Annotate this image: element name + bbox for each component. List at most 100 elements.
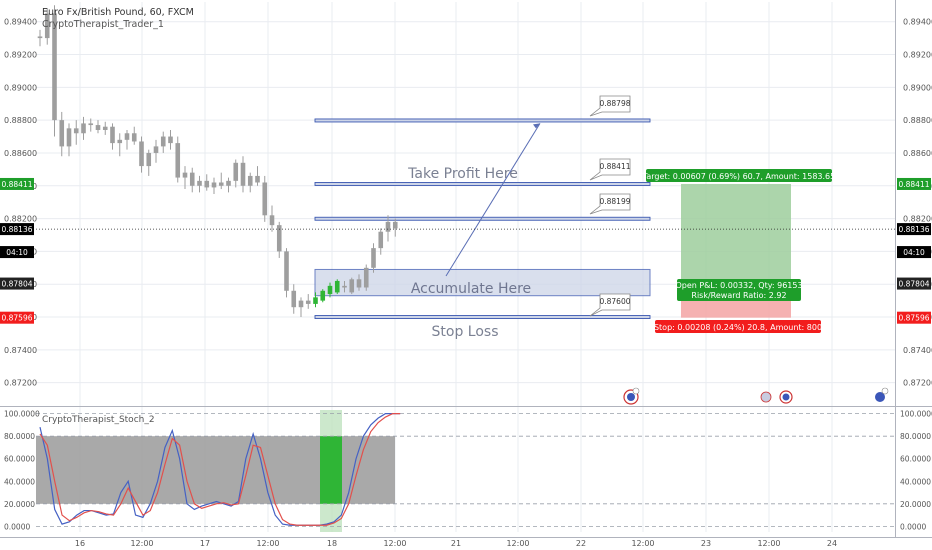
candle-body[interactable] [218, 182, 224, 186]
accumulate-label: Accumulate Here [411, 281, 531, 297]
candle-body[interactable] [37, 36, 43, 39]
candle-body[interactable] [153, 146, 159, 153]
candle-body[interactable] [81, 123, 86, 134]
target-label[interactable]: Target: 0.00607 (0.69%) 60.7, Amount: 15… [642, 169, 835, 182]
stop-label[interactable]: Stop: 0.00208 (0.24%) 20.8, Amount: 800 [654, 320, 822, 333]
price-badge[interactable] [0, 177, 34, 190]
uk-flag-icon[interactable] [760, 391, 772, 403]
eu-event-icon-3[interactable] [875, 392, 885, 402]
candle-body[interactable] [298, 300, 304, 308]
eu-event-icon-core [627, 393, 635, 401]
candle-body[interactable] [327, 285, 333, 295]
projection-arrow-head [533, 123, 540, 129]
event-icons[interactable] [623, 387, 889, 405]
candle-body[interactable] [211, 182, 217, 188]
candle-body[interactable] [52, 13, 57, 121]
candle-body[interactable] [262, 182, 268, 216]
price-badge[interactable] [0, 223, 34, 236]
candle-body[interactable] [269, 215, 275, 226]
price-axis[interactable]: 0.89400 0.89400 0.89200 0.89200 0.89000 0.890… [0, 18, 932, 388]
time-tick-label: 24 [827, 539, 837, 548]
level-line-1[interactable] [314, 118, 651, 123]
candle-body[interactable] [313, 297, 318, 304]
candle-body[interactable] [276, 225, 282, 252]
callout-level-1[interactable]: 0.88798 [589, 95, 631, 117]
price-badge[interactable] [897, 311, 931, 324]
price-badge[interactable] [0, 277, 34, 290]
candle-body[interactable] [160, 136, 166, 147]
candle-body[interactable] [356, 279, 362, 288]
candle-body[interactable] [320, 290, 326, 301]
price-badge[interactable] [0, 311, 34, 324]
candle-body[interactable] [182, 172, 188, 178]
oscillator-axis[interactable]: 100.0000 100.0000 80.0000 80.0000 60.0000 60.… [4, 410, 932, 532]
candle-body[interactable] [255, 175, 260, 183]
candle-body[interactable] [124, 133, 130, 140]
callout-level-2[interactable]: 0.88411 [589, 158, 631, 181]
candle-body[interactable] [363, 267, 369, 288]
price-badge[interactable] [897, 223, 931, 236]
candle-body[interactable] [88, 123, 94, 126]
candle-body[interactable] [168, 136, 173, 144]
callout-level-3[interactable]: 0.88199 [589, 193, 631, 215]
candle-body[interactable] [204, 180, 210, 188]
event-count-badge [632, 387, 640, 395]
callout-level-4[interactable]: 0.87600 [589, 293, 631, 317]
level-line-2[interactable] [314, 182, 651, 186]
candle-body[interactable] [175, 143, 181, 178]
price-tick-label-left: 0.88200 [4, 215, 37, 224]
stochastic-pane[interactable] [36, 410, 895, 532]
candle-body[interactable] [117, 139, 123, 144]
candle-body[interactable] [349, 279, 355, 293]
osc-tick-label: 80.0000 [900, 432, 931, 441]
projection-arrow[interactable] [445, 123, 541, 277]
candle-body[interactable] [73, 128, 79, 134]
open-pl-label[interactable]: Open P&L: 0.00332, Qty: 96153 Risk/Rewar… [675, 279, 803, 301]
candle-body[interactable] [44, 13, 50, 39]
candle-body[interactable] [233, 162, 239, 181]
profit-zone[interactable] [681, 183, 791, 284]
candle-body[interactable] [334, 280, 340, 293]
indicator-title: CryptoTherapist_Trader_1 [42, 19, 164, 30]
stoch-series-2[interactable] [39, 413, 401, 526]
price-tick-label: 0.89400 [903, 18, 932, 27]
price-badge-label: 0.88411 [898, 180, 929, 189]
time-tick-label: 21 [451, 539, 461, 548]
price-tick-label: 0.88600 [903, 149, 932, 158]
candle-body[interactable] [305, 300, 311, 304]
price-pane[interactable] [36, 5, 895, 319]
candle-body[interactable] [146, 152, 152, 167]
candle-body[interactable] [131, 133, 137, 142]
price-badge-label: 0.88136 [898, 225, 929, 234]
candle-body[interactable] [240, 162, 246, 186]
candle-body[interactable] [392, 221, 398, 229]
candle-body[interactable] [342, 285, 347, 288]
price-badge[interactable] [897, 177, 931, 190]
price-tick-label-left: 0.88800 [4, 116, 37, 125]
level-line-4[interactable] [314, 315, 651, 319]
candle-body[interactable] [291, 290, 297, 308]
price-badge[interactable] [897, 246, 931, 259]
candle-body[interactable] [102, 126, 108, 130]
accumulate-zone[interactable] [314, 268, 651, 297]
candle-body[interactable] [226, 180, 231, 186]
candle-body[interactable] [385, 221, 391, 232]
price-badge[interactable] [0, 246, 34, 259]
candle-body[interactable] [139, 141, 144, 167]
candle-body[interactable] [197, 180, 202, 186]
price-tick-label-left: 0.89200 [4, 51, 37, 60]
candle-body[interactable] [189, 172, 195, 186]
osc-tick-label-left: 60.0000 [4, 455, 35, 464]
candle-body[interactable] [110, 126, 115, 144]
candle-body[interactable] [247, 175, 253, 186]
candle-body[interactable] [378, 231, 384, 249]
candle-body[interactable] [371, 248, 376, 268]
candle-body[interactable] [59, 120, 65, 147]
time-tick-label: 17 [200, 539, 210, 548]
candle-body[interactable] [284, 251, 289, 291]
price-badge[interactable] [897, 277, 931, 290]
callout-level-4-text: 0.87600 [599, 297, 630, 306]
candle-body[interactable] [95, 125, 101, 130]
candle-body[interactable] [66, 128, 72, 147]
time-axis[interactable]: 16 12:00 17 12:00 18 12:00 21 12:00 22 12:00 23 12:… [75, 539, 837, 548]
